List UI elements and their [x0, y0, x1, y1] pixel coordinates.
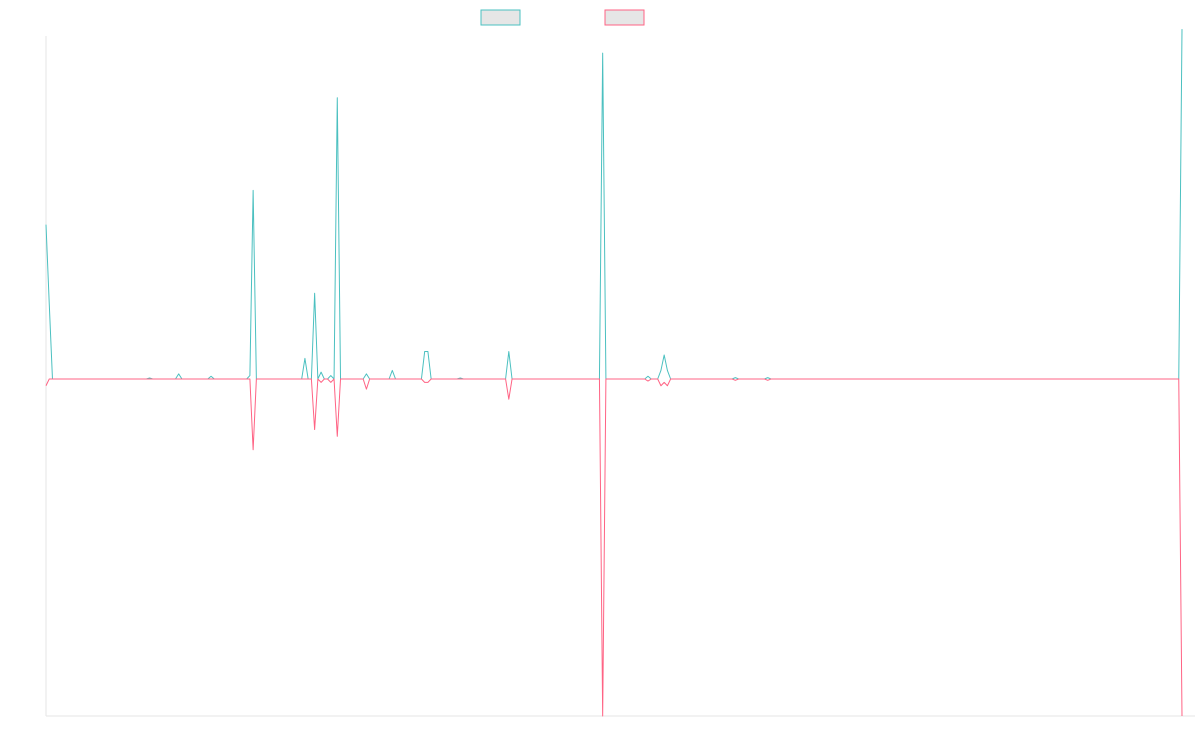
legend[interactable] — [480, 9, 645, 26]
axes — [45, 36, 1195, 717]
legend-swatch-2[interactable] — [604, 9, 645, 26]
series-line-2 — [45, 378, 1183, 717]
series-layer — [45, 29, 1183, 717]
legend-swatch-1[interactable] — [480, 9, 521, 26]
series-line-1 — [45, 29, 1183, 380]
